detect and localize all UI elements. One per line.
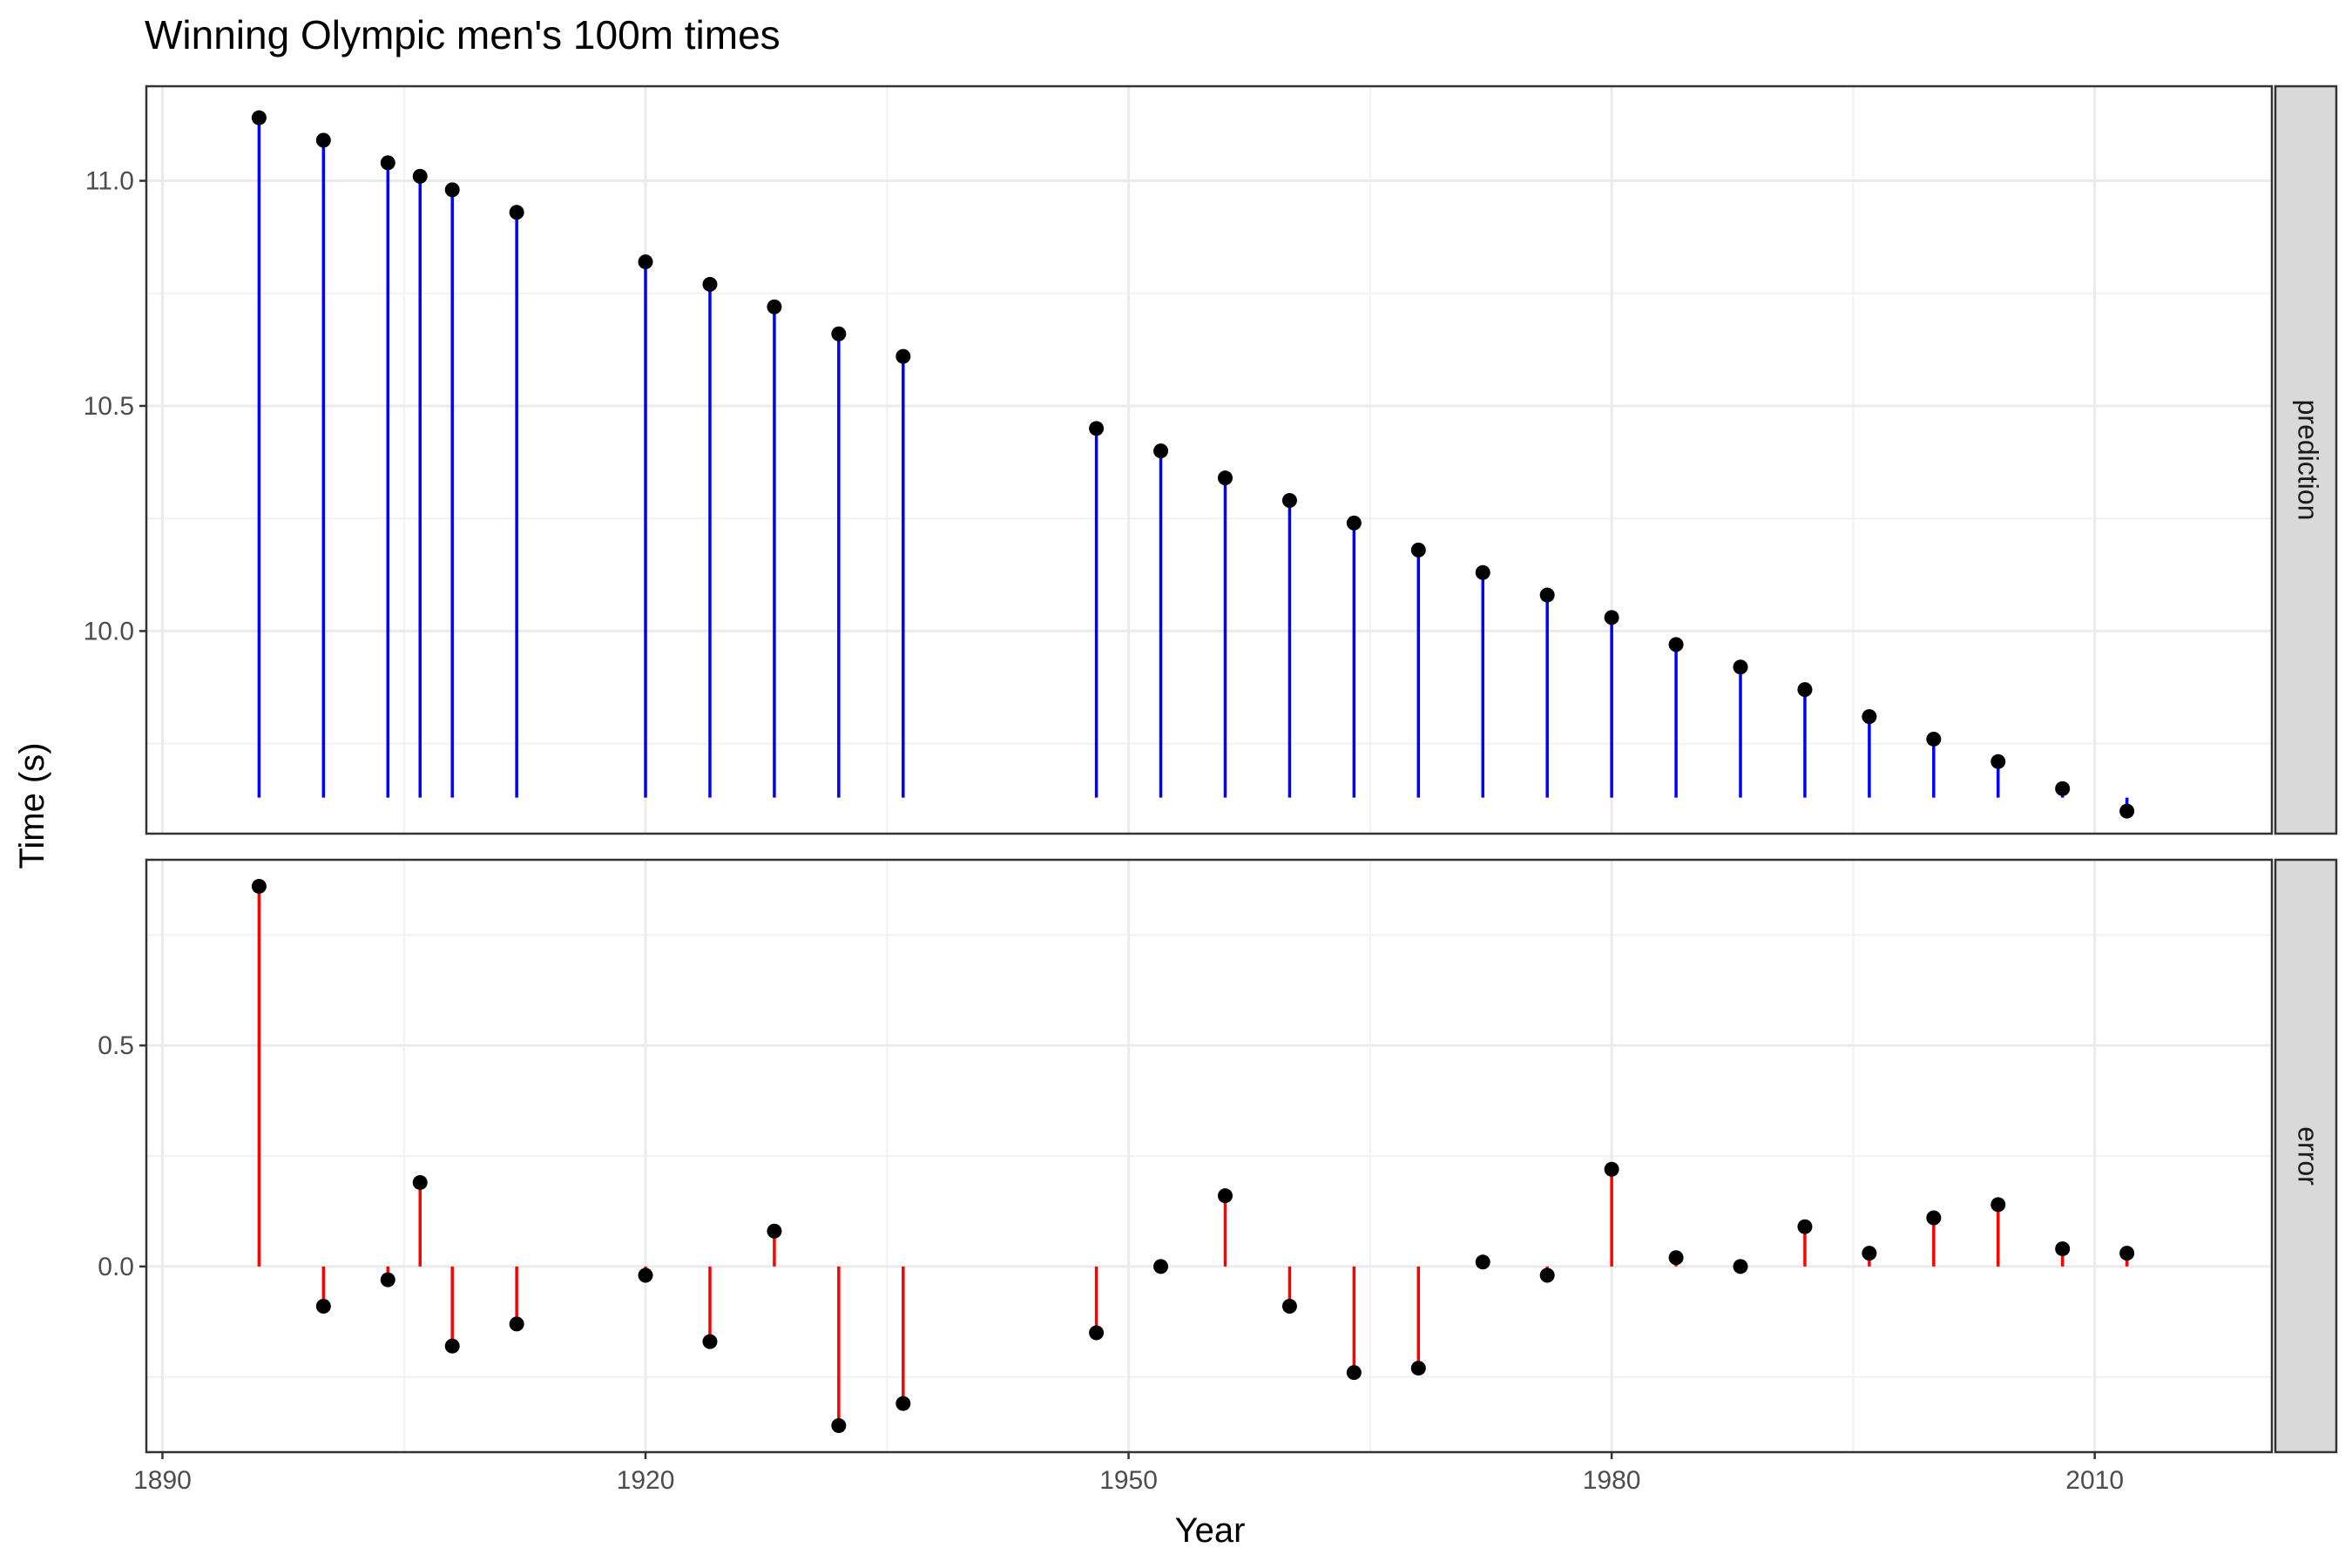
error-point xyxy=(2055,1241,2071,1257)
prediction-point xyxy=(831,326,847,341)
error-point xyxy=(638,1267,653,1283)
prediction-point xyxy=(1797,682,1813,698)
prediction-point xyxy=(1089,421,1105,436)
panel-prediction: 10.0 10.5 11.0 prediction xyxy=(84,84,2338,835)
prediction-point xyxy=(1281,493,1297,509)
error-point xyxy=(1604,1161,1619,1177)
prediction-point xyxy=(767,299,782,314)
panel-error: 0.0 0.5 error 1890 1920 1950 1980 2010 xyxy=(98,858,2338,1495)
prediction-point xyxy=(1862,709,1877,725)
prediction-point xyxy=(1475,564,1490,580)
error-point xyxy=(412,1174,428,1190)
prediction-point xyxy=(1539,587,1555,603)
error-point xyxy=(1346,1365,1362,1381)
prediction-point xyxy=(2055,781,2071,796)
error-point xyxy=(1733,1259,1748,1274)
error-point xyxy=(702,1334,718,1349)
prediction-point xyxy=(412,168,428,184)
panels: 10.0 10.5 11.0 prediction 0.0 0.5 error 1890 192… xyxy=(84,84,2338,1495)
error-point xyxy=(251,878,267,894)
prediction-point xyxy=(1926,731,1942,747)
error-point xyxy=(444,1338,460,1354)
y-tick-label: 0.0 xyxy=(98,1253,134,1281)
chart-title: Winning Olympic men's 100m times xyxy=(145,12,781,57)
prediction-point xyxy=(315,132,331,148)
y-tick-label: 11.0 xyxy=(85,167,134,196)
y-axis-title: Time (s) xyxy=(13,742,51,868)
prediction-point xyxy=(1153,443,1169,459)
error-point xyxy=(1990,1197,2006,1213)
error-point xyxy=(1539,1267,1555,1283)
prediction-point xyxy=(896,348,911,364)
error-point xyxy=(831,1418,847,1434)
error-point xyxy=(1862,1246,1877,1261)
prediction-point xyxy=(380,155,395,171)
prediction-point xyxy=(444,182,460,198)
error-point xyxy=(380,1272,395,1288)
x-tick-label: 1890 xyxy=(133,1466,192,1495)
prediction-point xyxy=(251,110,267,125)
error-point xyxy=(1089,1325,1105,1341)
prediction-point xyxy=(702,276,718,292)
prediction-point xyxy=(1604,610,1619,625)
prediction-point xyxy=(1733,659,1748,675)
panel-background xyxy=(146,86,2272,834)
panel-border xyxy=(145,84,2274,835)
facet-strip-label: error xyxy=(2293,1126,2324,1186)
error-point xyxy=(896,1396,911,1411)
prediction-point xyxy=(1990,754,2006,769)
y-tick-label: 10.5 xyxy=(84,392,134,421)
prediction-point xyxy=(1668,637,1684,652)
prediction-point xyxy=(638,254,653,270)
prediction-point xyxy=(1217,470,1233,486)
x-tick-label: 1920 xyxy=(617,1466,675,1495)
prediction-point xyxy=(2119,803,2135,819)
facet-strip xyxy=(2274,858,2338,1454)
facet-strip-label: prediction xyxy=(2293,400,2324,521)
x-tick-label: 2010 xyxy=(2065,1466,2124,1495)
y-tick-label: 0.5 xyxy=(98,1031,134,1060)
error-point xyxy=(1410,1361,1426,1376)
x-tick-label: 1980 xyxy=(1583,1466,1641,1495)
x-axis-title: Year xyxy=(1175,1511,1246,1550)
error-point xyxy=(1217,1188,1233,1204)
panel-border xyxy=(145,858,2274,1454)
error-point xyxy=(1153,1259,1169,1274)
error-point xyxy=(509,1316,524,1332)
error-point xyxy=(1281,1299,1297,1315)
error-point xyxy=(2119,1246,2135,1261)
error-point xyxy=(1797,1219,1813,1234)
x-tick-label: 1950 xyxy=(1099,1466,1158,1495)
error-point xyxy=(767,1223,782,1239)
error-point xyxy=(1475,1254,1490,1270)
error-point xyxy=(1668,1250,1684,1266)
prediction-point xyxy=(509,205,524,220)
prediction-point xyxy=(1346,515,1362,531)
y-tick-label: 10.0 xyxy=(84,617,134,645)
error-point xyxy=(315,1299,331,1315)
prediction-point xyxy=(1410,542,1426,558)
error-point xyxy=(1926,1210,1942,1226)
facet-strip xyxy=(2274,84,2338,835)
